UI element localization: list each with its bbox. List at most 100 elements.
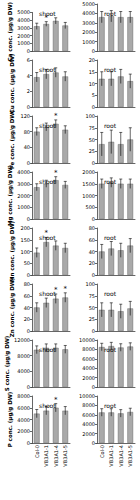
svg-text:5000: 5000 xyxy=(82,1,95,7)
svg-text:8000: 8000 xyxy=(82,346,95,352)
svg-text:12000: 12000 xyxy=(14,337,30,343)
svg-text:0: 0 xyxy=(27,104,30,110)
svg-text:VB3A1-1: VB3A1-1 xyxy=(108,445,114,467)
svg-text:4000: 4000 xyxy=(82,10,95,16)
svg-text:3000: 3000 xyxy=(82,20,95,26)
svg-text:2000: 2000 xyxy=(82,169,95,175)
svg-text:0: 0 xyxy=(27,48,30,54)
svg-text:4000: 4000 xyxy=(82,365,95,371)
svg-text:120: 120 xyxy=(20,113,30,119)
svg-text:150: 150 xyxy=(20,237,30,243)
svg-text:60: 60 xyxy=(89,237,95,243)
svg-text:40: 40 xyxy=(24,144,30,150)
svg-text:0: 0 xyxy=(27,216,30,222)
svg-text:*: * xyxy=(54,112,58,120)
svg-text:0: 0 xyxy=(27,160,30,166)
svg-text:VB3A1-4: VB3A1-4 xyxy=(118,445,124,467)
svg-text:1000: 1000 xyxy=(82,193,95,199)
svg-text:80: 80 xyxy=(24,281,30,287)
svg-text:500: 500 xyxy=(85,204,95,210)
svg-text:4000: 4000 xyxy=(17,17,30,23)
svg-text:20: 20 xyxy=(24,316,30,322)
svg-text:0: 0 xyxy=(92,272,95,278)
svg-text:0: 0 xyxy=(27,384,30,390)
svg-text:50: 50 xyxy=(89,305,95,311)
svg-text:root: root xyxy=(104,10,117,17)
svg-text:50: 50 xyxy=(89,137,95,143)
svg-text:20: 20 xyxy=(89,260,95,266)
svg-text:6: 6 xyxy=(27,57,30,63)
svg-text:shoot: shoot xyxy=(39,10,56,17)
svg-text:75: 75 xyxy=(89,125,95,131)
svg-text:200: 200 xyxy=(20,225,30,231)
svg-text:root: root xyxy=(104,122,117,129)
svg-text:2000: 2000 xyxy=(82,375,95,381)
svg-text:shoot: shoot xyxy=(39,122,56,129)
svg-text:2000: 2000 xyxy=(17,193,30,199)
svg-text:8000: 8000 xyxy=(17,393,30,399)
svg-text:0: 0 xyxy=(92,216,95,222)
svg-text:60: 60 xyxy=(24,293,30,299)
svg-text:25: 25 xyxy=(89,316,95,322)
svg-text:VB3A1-4: VB3A1-4 xyxy=(53,445,59,467)
svg-text:S conc. (µg/g DW): S conc. (µg/g DW) xyxy=(4,335,11,391)
svg-text:75: 75 xyxy=(89,293,95,299)
svg-text:shoot: shoot xyxy=(39,66,56,73)
svg-text:Cu conc. (µg/g DW): Cu conc. (µg/g DW) xyxy=(9,53,16,113)
svg-text:2000: 2000 xyxy=(82,431,95,437)
svg-text:shoot: shoot xyxy=(39,178,56,185)
svg-text:shoot: shoot xyxy=(39,234,56,241)
svg-text:8000: 8000 xyxy=(82,402,95,408)
svg-text:4: 4 xyxy=(27,73,30,79)
svg-text:0: 0 xyxy=(27,328,30,334)
svg-text:10: 10 xyxy=(89,81,95,87)
svg-text:1000: 1000 xyxy=(17,40,30,46)
svg-text:root: root xyxy=(104,178,117,185)
svg-text:6000: 6000 xyxy=(17,405,30,411)
svg-text:2000: 2000 xyxy=(17,33,30,39)
svg-text:100: 100 xyxy=(20,249,30,255)
svg-text:1000: 1000 xyxy=(17,204,30,210)
svg-text:1500: 1500 xyxy=(82,181,95,187)
svg-text:50: 50 xyxy=(24,260,30,266)
svg-text:2: 2 xyxy=(27,88,30,94)
svg-text:shoot: shoot xyxy=(39,402,56,409)
svg-text:100: 100 xyxy=(85,113,95,119)
svg-text:Col-0: Col-0 xyxy=(99,445,105,458)
svg-text:80: 80 xyxy=(24,129,30,135)
svg-text:40: 40 xyxy=(89,249,95,255)
svg-text:VB3A1-1: VB3A1-1 xyxy=(43,445,49,467)
svg-text:4000: 4000 xyxy=(17,169,30,175)
svg-text:0: 0 xyxy=(27,440,30,446)
svg-text:6000: 6000 xyxy=(82,356,95,362)
svg-text:0: 0 xyxy=(27,272,30,278)
svg-text:10000: 10000 xyxy=(79,337,95,343)
svg-text:5000: 5000 xyxy=(17,9,30,15)
svg-text:4000: 4000 xyxy=(17,368,30,374)
svg-text:shoot: shoot xyxy=(39,290,56,297)
svg-text:0: 0 xyxy=(92,440,95,446)
svg-text:shoot: shoot xyxy=(39,346,56,353)
svg-text:0: 0 xyxy=(92,328,95,334)
svg-text:root: root xyxy=(104,290,117,297)
svg-text:40: 40 xyxy=(24,305,30,311)
svg-text:root: root xyxy=(104,402,117,409)
svg-text:P conc. (µg/g DW): P conc. (µg/g DW) xyxy=(7,391,14,447)
svg-text:Fe conc. (µg/g DW): Fe conc. (µg/g DW) xyxy=(9,110,16,169)
svg-text:Zn conc. (µg/g DW): Zn conc. (µg/g DW) xyxy=(9,277,16,337)
svg-text:0: 0 xyxy=(92,384,95,390)
svg-text:root: root xyxy=(104,66,117,73)
svg-text:80: 80 xyxy=(89,225,95,231)
svg-text:1000: 1000 xyxy=(82,39,95,45)
svg-text:root: root xyxy=(104,234,117,241)
svg-text:2000: 2000 xyxy=(17,428,30,434)
svg-text:6000: 6000 xyxy=(82,412,95,418)
svg-text:25: 25 xyxy=(89,148,95,154)
svg-text:3000: 3000 xyxy=(17,181,30,187)
svg-text:0: 0 xyxy=(92,160,95,166)
svg-text:Ca conc. (µg/g DW): Ca conc. (µg/g DW) xyxy=(7,2,14,62)
svg-text:8000: 8000 xyxy=(17,353,30,359)
svg-text:*: * xyxy=(54,169,58,177)
svg-text:4000: 4000 xyxy=(17,417,30,423)
svg-text:0: 0 xyxy=(92,48,95,54)
